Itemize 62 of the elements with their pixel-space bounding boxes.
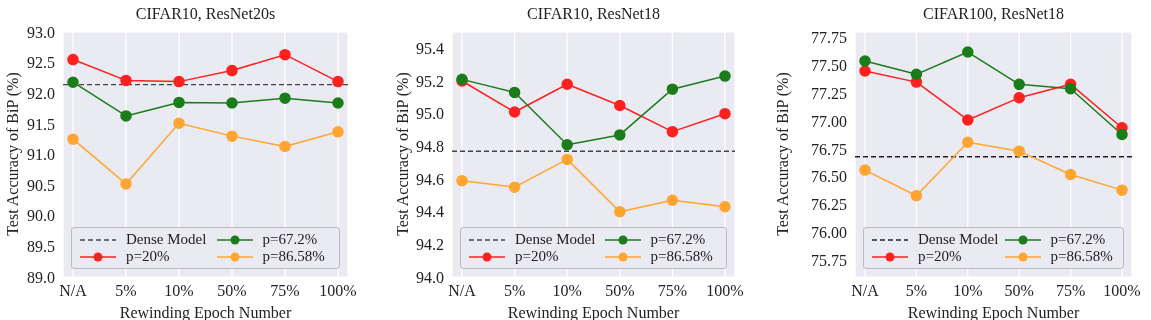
y-tick-label: 76.50	[811, 168, 847, 186]
y-tick-label: 89.5	[27, 238, 55, 256]
chart-title: CIFAR100, ResNet18	[921, 5, 1065, 23]
y-tick-label: 92.0	[27, 84, 55, 102]
x-tick-label: N/A	[851, 282, 880, 300]
legend-label: p=67.2%	[262, 231, 318, 248]
y-tick-label: 77.50	[811, 57, 847, 75]
x-tick-label: 5%	[503, 282, 526, 300]
legend-label: p=86.58%	[262, 248, 325, 265]
y-tick-label: 94.0	[416, 268, 444, 286]
y-tick-label: 77.00	[811, 112, 847, 130]
legend-label: p=67.2%	[1050, 231, 1106, 248]
x-tick-label: 10%	[552, 282, 582, 300]
y-tick-label: 95.4	[416, 40, 444, 58]
y-tick-label: 77.25	[811, 84, 847, 102]
y-tick-label: 76.75	[811, 140, 847, 158]
x-tick-label: 100%	[1103, 282, 1141, 300]
y-axis-title: Test Accuracy of BiP (%)	[773, 71, 793, 238]
y-tick-label: 93.0	[27, 23, 55, 41]
y-tick-label: 91.0	[27, 146, 55, 164]
y-tick-label: 76.00	[811, 224, 847, 242]
x-tick-label: 10%	[164, 282, 194, 300]
x-tick-label: 5%	[115, 282, 137, 300]
y-tick-label: 89.0	[27, 268, 55, 286]
y-tick-label: 92.5	[27, 54, 55, 72]
chart-title: CIFAR10, ResNet20s	[134, 5, 277, 23]
y-tick-label: 94.4	[416, 203, 444, 221]
chart-title: CIFAR10, ResNet18	[525, 5, 661, 23]
y-tick-label: 95.2	[416, 72, 444, 90]
y-tick-label: 94.6	[416, 170, 444, 188]
y-tick-label: 76.25	[811, 196, 847, 214]
x-tick-label: 50%	[605, 282, 635, 300]
y-tick-label: 77.75	[811, 29, 847, 47]
legend-label: p=20%	[918, 248, 962, 265]
y-axis-title: Test Accuracy of BiP (%)	[3, 71, 23, 238]
legend-label: p=20%	[126, 248, 170, 265]
y-tick-label: 90.5	[27, 176, 55, 194]
y-tick-label: 90.0	[27, 207, 55, 225]
legend-label: p=20%	[515, 248, 559, 265]
y-tick-label: 95.0	[416, 105, 444, 123]
y-tick-label: 91.5	[27, 115, 55, 133]
x-tick-label: N/A	[448, 282, 477, 300]
x-tick-label: 50%	[1004, 282, 1034, 300]
legend-label: Dense Model	[126, 231, 207, 248]
y-tick-label: 94.8	[416, 138, 444, 156]
legend-label: p=86.58%	[1050, 248, 1113, 265]
x-tick-label: 75%	[1055, 282, 1086, 300]
x-tick-label: 5%	[905, 282, 928, 300]
legend-label: Dense Model	[515, 231, 596, 248]
legend-label: Dense Model	[918, 231, 999, 248]
x-tick-label: N/A	[59, 282, 88, 300]
y-tick-label: 94.2	[416, 236, 444, 254]
legend-label: p=86.58%	[650, 248, 713, 265]
x-tick-label: 100%	[319, 282, 357, 300]
x-tick-label: 50%	[217, 282, 247, 300]
x-tick-label: 75%	[270, 282, 300, 300]
x-tick-label: 75%	[657, 282, 688, 300]
x-tick-label: 10%	[953, 282, 983, 300]
y-tick-label: 75.75	[811, 251, 847, 269]
legend-label: p=67.2%	[650, 231, 706, 248]
y-axis-title: Test Accuracy of BiP (%)	[393, 71, 413, 238]
x-tick-label: 100%	[706, 282, 744, 300]
